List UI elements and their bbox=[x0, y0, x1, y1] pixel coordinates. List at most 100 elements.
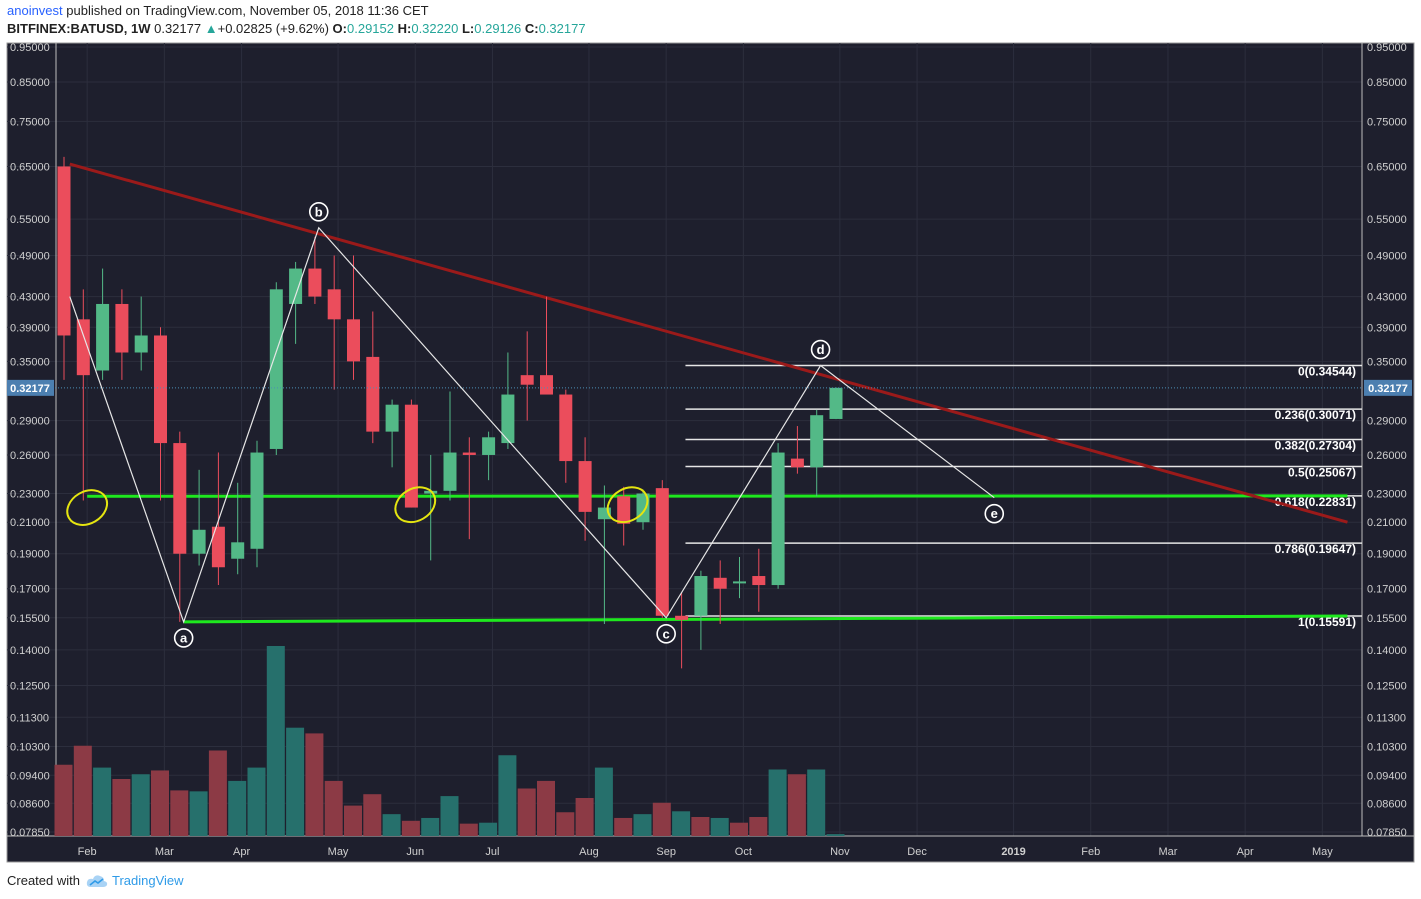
y-tick-label-left: 0.55000 bbox=[10, 214, 50, 226]
fib-level-label: 0.382(0.27304) bbox=[1275, 439, 1356, 453]
candle-body bbox=[771, 452, 785, 586]
author-link[interactable]: anoinvest bbox=[7, 3, 63, 18]
current-price-left: 0.32177 bbox=[10, 383, 50, 395]
candle-body bbox=[231, 542, 245, 559]
volume-bar bbox=[594, 767, 613, 836]
volume-bar bbox=[54, 764, 73, 836]
y-tick-label-right: 0.85000 bbox=[1367, 77, 1407, 89]
high-value: 0.32220 bbox=[411, 21, 459, 36]
volume-bar bbox=[710, 817, 729, 836]
candle-body bbox=[347, 319, 360, 362]
x-tick-label: Jun bbox=[406, 846, 424, 858]
candle-body bbox=[540, 375, 553, 395]
y-tick-label-right: 0.35000 bbox=[1367, 356, 1407, 368]
y-tick-label-left: 0.15500 bbox=[10, 613, 50, 625]
candle-body bbox=[713, 577, 727, 589]
y-tick-label-right: 0.21000 bbox=[1367, 517, 1407, 529]
volume-bar bbox=[324, 780, 343, 836]
candle-body bbox=[289, 268, 303, 304]
volume-bar bbox=[421, 817, 440, 836]
volume-bar bbox=[73, 745, 92, 836]
y-tick-label-left: 0.26000 bbox=[10, 450, 50, 462]
symbol-info: BITFINEX:BATUSD, 1W 0.32177 ▲+0.02825 (+… bbox=[7, 21, 586, 36]
candle-body bbox=[675, 615, 689, 620]
tradingview-link[interactable]: TradingView bbox=[86, 873, 184, 888]
volume-bar bbox=[556, 812, 575, 836]
volume-bar bbox=[749, 817, 768, 836]
volume-bar bbox=[247, 767, 266, 836]
open-label: O: bbox=[332, 21, 347, 36]
y-tick-label-left: 0.29000 bbox=[10, 416, 50, 428]
candle-body bbox=[366, 356, 380, 432]
y-tick-label-right: 0.14000 bbox=[1367, 645, 1407, 657]
wave-label: c bbox=[663, 626, 670, 641]
highlight-ellipse bbox=[66, 489, 109, 526]
y-tick-label-right: 0.29000 bbox=[1367, 416, 1407, 428]
created-with-text: Created with bbox=[7, 873, 80, 888]
wave-label-circle bbox=[810, 339, 831, 360]
x-tick-label: May bbox=[328, 846, 349, 858]
support-line bbox=[183, 614, 1348, 624]
candle-body bbox=[327, 289, 341, 320]
candle-body bbox=[385, 404, 399, 432]
highlight-ellipse bbox=[606, 486, 649, 524]
wave-label-circle bbox=[656, 624, 676, 644]
y-tick-label-left: 0.95000 bbox=[10, 42, 50, 54]
fib-level-label: 0.786(0.19647) bbox=[1275, 542, 1356, 556]
volume-bar bbox=[768, 769, 787, 836]
candle-body bbox=[733, 581, 746, 584]
volume-bar bbox=[305, 733, 324, 836]
x-tick-label: Apr bbox=[1237, 846, 1254, 858]
x-tick-label: Mar bbox=[1158, 846, 1177, 858]
fib-level-label: 0.236(0.30071) bbox=[1275, 408, 1356, 422]
volume-bar bbox=[498, 755, 517, 836]
y-tick-label-left: 0.21000 bbox=[10, 517, 50, 529]
candle-body bbox=[192, 529, 206, 554]
volume-bar bbox=[286, 727, 305, 836]
candle-body bbox=[597, 507, 611, 520]
x-tick-label: Dec bbox=[907, 846, 927, 858]
candle-body bbox=[134, 335, 148, 353]
descending-trendline bbox=[69, 162, 1348, 524]
volume-bar bbox=[479, 822, 498, 836]
y-tick-label-left: 0.49000 bbox=[10, 250, 50, 262]
x-tick-label: 2019 bbox=[1001, 846, 1025, 858]
wave-label-circle bbox=[308, 201, 329, 222]
candle-body bbox=[520, 375, 534, 385]
y-tick-label-left: 0.07850 bbox=[10, 827, 50, 839]
volume-bar bbox=[208, 750, 227, 836]
tradingview-brand: TradingView bbox=[111, 873, 184, 888]
y-tick-label-left: 0.23000 bbox=[10, 489, 50, 501]
current-price-badge-right bbox=[1364, 379, 1412, 396]
y-tick-label-right: 0.43000 bbox=[1367, 292, 1407, 304]
fib-level-label: 0.5(0.25067) bbox=[1288, 465, 1356, 479]
y-tick-label-left: 0.17000 bbox=[10, 584, 50, 596]
volume-bar bbox=[633, 814, 652, 836]
wave-label: a bbox=[180, 630, 188, 645]
price-chart[interactable]: 0(0.34544) 0.236(0.30071) 0.382(0.27304) 0.… bbox=[0, 0, 1421, 870]
y-tick-label-right: 0.26000 bbox=[1367, 450, 1407, 462]
y-tick-label-right: 0.49000 bbox=[1367, 250, 1407, 262]
y-tick-label-left: 0.19000 bbox=[10, 549, 50, 561]
x-tick-label: Oct bbox=[735, 846, 752, 858]
volume-bar bbox=[93, 767, 112, 836]
candle-body bbox=[404, 404, 418, 508]
y-tick-label-left: 0.65000 bbox=[10, 161, 50, 173]
y-tick-label-left: 0.75000 bbox=[10, 116, 50, 128]
change-arrow-icon: ▲ bbox=[204, 21, 218, 36]
wave-label: e bbox=[991, 506, 998, 521]
open-value: 0.29152 bbox=[347, 21, 394, 36]
candle-body bbox=[96, 303, 110, 371]
candle-body bbox=[829, 387, 843, 419]
candle-body bbox=[269, 289, 283, 449]
x-tick-label: Mar bbox=[155, 846, 174, 858]
candle-body bbox=[617, 496, 631, 524]
volume-bar bbox=[517, 788, 536, 836]
candle-body bbox=[810, 415, 824, 468]
current-price-right: 0.32177 bbox=[1368, 383, 1408, 395]
volume-bar bbox=[151, 770, 169, 836]
wave-path bbox=[69, 226, 995, 624]
x-tick-label: Sep bbox=[656, 846, 676, 858]
publish-info: anoinvest published on TradingView.com, … bbox=[7, 3, 429, 18]
x-tick-label: May bbox=[1312, 846, 1333, 858]
